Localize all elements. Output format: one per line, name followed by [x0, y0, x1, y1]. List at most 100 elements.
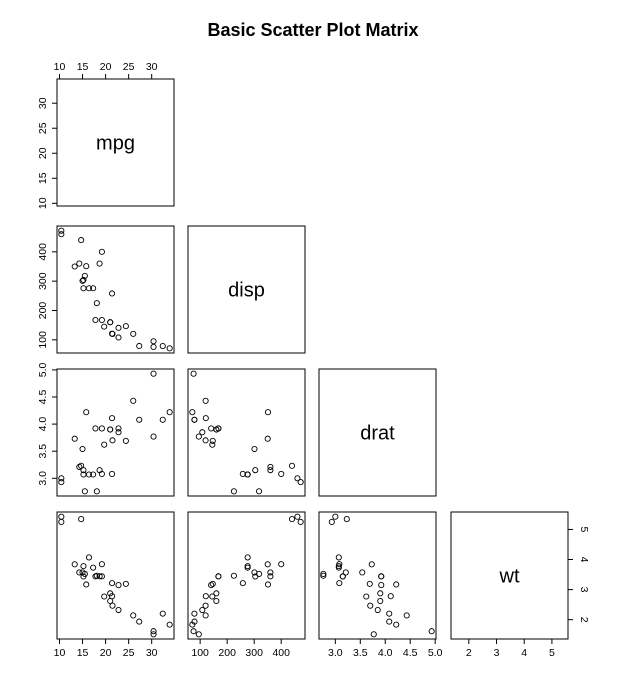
- point-drat-vs-disp-21: [256, 488, 263, 495]
- panel-wt-vs-drat: [318, 511, 437, 640]
- point-wt-vs-mpg-25: [136, 618, 143, 625]
- point-disp-vs-mpg-14: [58, 227, 65, 234]
- point-drat-vs-mpg-29: [101, 441, 108, 448]
- point-wt-vs-drat-1: [377, 590, 384, 597]
- point-drat-vs-disp-2: [199, 429, 206, 436]
- point-drat-vs-mpg-26: [130, 397, 137, 404]
- panel-wt-vs-mpg: [56, 511, 175, 640]
- point-wt-vs-disp-31: [202, 593, 209, 600]
- point-wt-vs-drat-25: [386, 618, 393, 625]
- chart-title: Basic Scatter Plot Matrix: [207, 20, 418, 40]
- point-wt-vs-drat-20: [367, 602, 374, 609]
- top-axis-mpg-tick-label-0: 10: [54, 61, 66, 73]
- point-wt-vs-disp-27: [195, 631, 202, 638]
- bottom-axis-disp-tick-label-2: 300: [245, 647, 263, 659]
- point-wt-vs-disp-2: [199, 606, 206, 614]
- point-disp-vs-mpg-25: [136, 342, 143, 350]
- point-disp-vs-mpg-18: [150, 343, 157, 350]
- point-wt-vs-mpg-3: [108, 580, 116, 587]
- variable-label-drat: drat: [360, 423, 395, 445]
- left-axis-drat-tick-label-2: 4.0: [37, 417, 49, 432]
- point-wt-vs-disp-7: [209, 580, 216, 587]
- panel-wt-vs-disp: [187, 511, 306, 640]
- point-wt-vs-mpg-7: [122, 580, 129, 587]
- point-drat-vs-disp-8: [208, 425, 215, 432]
- point-wt-vs-disp-29: [209, 593, 216, 600]
- point-drat-vs-mpg-20: [109, 437, 116, 444]
- point-wt-vs-mpg-16: [78, 516, 85, 523]
- point-disp-vs-mpg-1: [107, 319, 114, 326]
- bottom-axis-drat-tick-label-0: 3.0: [328, 647, 343, 659]
- point-drat-vs-mpg-15: [58, 475, 65, 482]
- point-disp-vs-mpg-22: [80, 276, 87, 284]
- left-axis-disp-tick-label-3: 400: [37, 243, 49, 261]
- left-axis-mpg: 10 15 20 25 30: [37, 97, 58, 209]
- bottom-axis-mpg: 10 15 20 25 30: [54, 638, 158, 659]
- point-disp-vs-mpg-2: [115, 334, 122, 341]
- point-wt-vs-drat-28: [393, 581, 400, 588]
- point-disp-vs-mpg-28: [83, 263, 90, 270]
- point-drat-vs-disp-14: [297, 479, 304, 486]
- point-wt-vs-drat-16: [343, 516, 350, 523]
- bottom-axis-drat-tick-label-2: 4.0: [378, 647, 393, 659]
- point-disp-vs-mpg-17: [159, 343, 166, 350]
- point-wt-vs-drat-27: [370, 631, 377, 638]
- point-disp-vs-mpg-4: [96, 260, 103, 267]
- point-wt-vs-disp-17: [191, 610, 198, 617]
- point-drat-vs-disp-31: [202, 415, 209, 422]
- point-disp-vs-mpg-26: [130, 330, 137, 337]
- point-wt-vs-drat-14: [328, 518, 335, 525]
- point-disp-vs-mpg-8: [115, 324, 122, 331]
- bottom-axis-mpg-tick-label-4: 30: [146, 647, 158, 659]
- left-axis-mpg-tick-label-1: 15: [37, 172, 49, 184]
- point-drat-vs-mpg-27: [150, 433, 157, 440]
- point-drat-vs-disp-18: [190, 370, 197, 377]
- point-disp-vs-mpg-9: [98, 316, 105, 324]
- point-wt-vs-mpg-20: [109, 602, 116, 609]
- point-drat-vs-mpg-7: [122, 437, 129, 444]
- point-wt-vs-disp-28: [264, 581, 272, 588]
- point-wt-vs-drat-22: [339, 573, 346, 580]
- point-drat-vs-mpg-3: [108, 470, 116, 478]
- left-axis-mpg-tick-label-3: 25: [37, 122, 49, 134]
- variable-label-wt: wt: [499, 566, 520, 588]
- left-axis-disp-tick-label-1: 200: [37, 302, 49, 320]
- bottom-axis-mpg-tick-label-3: 25: [123, 647, 135, 659]
- point-wt-vs-mpg-22: [80, 573, 87, 580]
- point-drat-vs-mpg-30: [79, 445, 86, 453]
- bottom-axis-wt-tick-label-1: 3: [494, 647, 500, 659]
- point-wt-vs-disp-23: [264, 561, 271, 568]
- left-axis-disp-tick-label-2: 300: [37, 272, 49, 290]
- point-drat-vs-disp-26: [202, 397, 209, 404]
- bottom-axis-wt: 2 3 4 5: [466, 638, 555, 659]
- point-wt-vs-drat-17: [386, 610, 393, 617]
- point-wt-vs-drat-2: [374, 606, 381, 614]
- left-axis-disp: 100 200 300 400: [37, 243, 58, 349]
- point-disp-vs-mpg-12: [90, 285, 97, 292]
- point-wt-vs-drat-31: [387, 593, 394, 600]
- point-wt-vs-mpg-14: [58, 518, 65, 525]
- bottom-axis-mpg-tick-label-0: 10: [54, 647, 66, 659]
- bottom-axis-wt-tick-label-2: 4: [521, 647, 527, 659]
- bottom-axis-drat-tick-label-1: 3.5: [353, 647, 368, 659]
- point-wt-vs-disp-10: [215, 573, 222, 580]
- point-disp-vs-mpg-23: [71, 263, 78, 270]
- point-wt-vs-mpg-18: [150, 628, 157, 635]
- panel-drat-vs-drat: [318, 368, 437, 497]
- top-axis-mpg-tick-label-2: 20: [100, 61, 112, 73]
- point-disp-vs-mpg-13: [80, 285, 87, 292]
- point-wt-vs-mpg-26: [130, 612, 137, 619]
- point-wt-vs-disp-8: [208, 582, 215, 589]
- point-wt-vs-drat-11: [335, 554, 342, 561]
- point-wt-vs-drat-19: [393, 621, 400, 628]
- bottom-axis-disp-tick-label-3: 400: [272, 647, 290, 659]
- point-wt-vs-mpg-19: [166, 621, 173, 628]
- point-wt-vs-mpg-28: [83, 581, 90, 588]
- point-wt-vs-drat-24: [336, 561, 343, 568]
- right-axis-wt: 2 3 4 5: [567, 527, 590, 623]
- point-disp-vs-mpg-16: [78, 237, 85, 244]
- point-wt-vs-mpg-23: [71, 561, 78, 568]
- point-drat-vs-disp-15: [294, 475, 301, 482]
- left-axis-mpg-tick-label-2: 20: [37, 147, 49, 159]
